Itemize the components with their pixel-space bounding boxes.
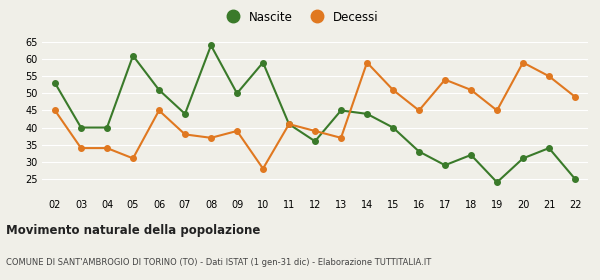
Decessi bbox=[155, 109, 163, 112]
Nascite bbox=[364, 112, 371, 116]
Decessi bbox=[103, 146, 110, 150]
Nascite bbox=[337, 109, 344, 112]
Nascite bbox=[520, 157, 527, 160]
Nascite bbox=[181, 112, 188, 116]
Nascite bbox=[103, 126, 110, 129]
Decessi bbox=[415, 109, 422, 112]
Decessi bbox=[337, 136, 344, 139]
Nascite bbox=[286, 122, 293, 126]
Decessi bbox=[286, 122, 293, 126]
Decessi bbox=[311, 129, 319, 133]
Nascite bbox=[442, 164, 449, 167]
Line: Decessi: Decessi bbox=[52, 60, 578, 171]
Nascite bbox=[571, 177, 578, 181]
Decessi bbox=[181, 133, 188, 136]
Decessi bbox=[442, 78, 449, 81]
Decessi bbox=[571, 95, 578, 99]
Nascite bbox=[130, 54, 137, 57]
Decessi bbox=[77, 146, 85, 150]
Nascite bbox=[545, 146, 553, 150]
Decessi bbox=[52, 109, 59, 112]
Nascite bbox=[311, 139, 319, 143]
Decessi bbox=[389, 88, 397, 92]
Decessi bbox=[208, 136, 215, 139]
Decessi bbox=[364, 61, 371, 64]
Legend: Nascite, Decessi: Nascite, Decessi bbox=[216, 6, 384, 28]
Nascite bbox=[208, 44, 215, 47]
Nascite bbox=[52, 81, 59, 85]
Text: Movimento naturale della popolazione: Movimento naturale della popolazione bbox=[6, 224, 260, 237]
Decessi bbox=[493, 109, 500, 112]
Nascite bbox=[233, 92, 241, 95]
Nascite bbox=[77, 126, 85, 129]
Nascite bbox=[259, 61, 266, 64]
Text: COMUNE DI SANT'AMBROGIO DI TORINO (TO) - Dati ISTAT (1 gen-31 dic) - Elaborazion: COMUNE DI SANT'AMBROGIO DI TORINO (TO) -… bbox=[6, 258, 431, 267]
Nascite bbox=[493, 181, 500, 184]
Nascite bbox=[415, 150, 422, 153]
Decessi bbox=[545, 74, 553, 78]
Line: Nascite: Nascite bbox=[52, 43, 578, 185]
Decessi bbox=[259, 167, 266, 170]
Nascite bbox=[155, 88, 163, 92]
Decessi bbox=[130, 157, 137, 160]
Nascite bbox=[467, 153, 475, 157]
Nascite bbox=[389, 126, 397, 129]
Decessi bbox=[520, 61, 527, 64]
Decessi bbox=[467, 88, 475, 92]
Decessi bbox=[233, 129, 241, 133]
